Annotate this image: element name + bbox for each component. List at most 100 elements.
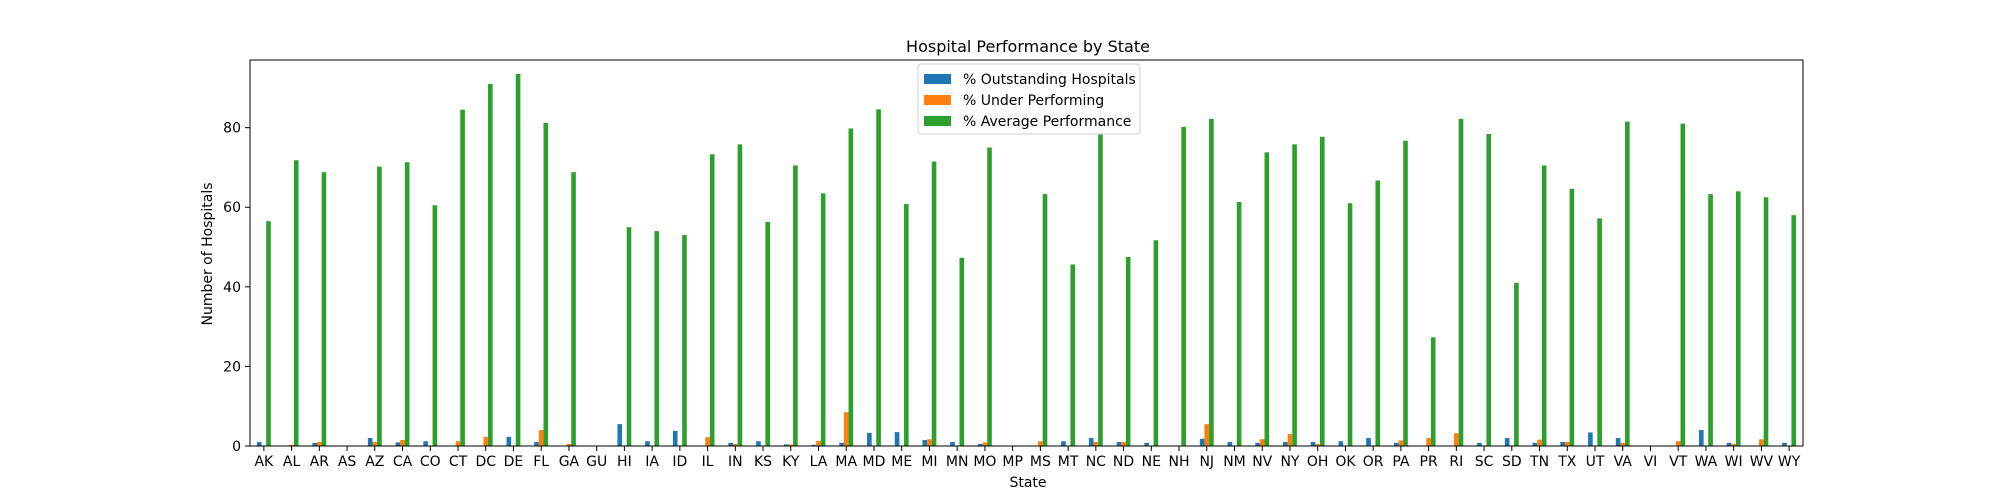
bar-nv-series-2 (1259, 439, 1265, 446)
bar-or-series-3 (1375, 180, 1381, 446)
x-tick-label: NY (1280, 454, 1299, 470)
bar-ms-series-2 (1038, 441, 1043, 446)
y-axis-label: Number of Hospitals (200, 182, 216, 325)
legend-label-1: % Outstanding Hospitals (963, 72, 1136, 88)
x-tick-label: SD (1502, 454, 1522, 470)
bar-al-series-2 (289, 444, 294, 446)
x-tick-label: MI (921, 454, 937, 470)
x-tick-label: OR (1363, 454, 1384, 470)
bar-mn-series-1 (950, 442, 955, 446)
bar-nm-series-3 (1236, 202, 1242, 446)
bar-wi-series-1 (1726, 442, 1732, 446)
bar-wy-series-3 (1791, 215, 1797, 446)
bar-nd-series-2 (1121, 442, 1126, 446)
bar-ut-series-1 (1588, 432, 1593, 446)
bar-pa-series-3 (1403, 140, 1408, 446)
bar-wv-series-2 (1759, 439, 1764, 446)
bar-mt-series-1 (1061, 441, 1066, 446)
bar-ma-series-2 (843, 412, 849, 446)
bar-ak-series-1 (256, 442, 262, 446)
x-tick-label: MT (1058, 454, 1079, 470)
bar-pr-series-3 (1430, 337, 1436, 446)
x-tick-label: IN (728, 454, 743, 470)
bar-wi-series-2 (1731, 444, 1736, 446)
bar-nd-series-3 (1125, 256, 1131, 446)
bar-vt-series-3 (1680, 123, 1686, 447)
bar-ms-series-3 (1042, 194, 1048, 446)
bar-id-series-3 (682, 235, 687, 446)
x-tick-label: MS (1030, 454, 1051, 470)
y-tick-label: 0 (232, 439, 241, 455)
bar-id-series-1 (672, 430, 678, 446)
bar-pa-series-2 (1398, 440, 1404, 446)
bar-ky-series-3 (793, 165, 798, 446)
bar-ks-series-1 (756, 441, 761, 446)
bar-mn-series-3 (959, 257, 965, 446)
bar-ga-series-2 (566, 444, 572, 446)
bar-mo-series-1 (977, 444, 983, 446)
x-tick-label: NH (1169, 454, 1190, 470)
y-tick-label: 20 (223, 359, 241, 375)
x-tick-label: VI (1644, 454, 1658, 470)
bar-ia-series-1 (645, 441, 650, 446)
x-tick-label: VA (1614, 454, 1633, 470)
x-tick-label: AZ (365, 454, 384, 470)
x-tick-label: NE (1142, 454, 1161, 470)
x-tick-label: WY (1778, 454, 1801, 470)
bar-nc-series-2 (1093, 442, 1099, 446)
bar-in-series-3 (737, 144, 743, 447)
bar-fl-series-3 (543, 122, 549, 447)
x-tick-label: IA (645, 454, 659, 470)
bar-ny-series-2 (1287, 434, 1293, 446)
bar-mo-series-3 (987, 147, 992, 447)
bar-az-series-2 (372, 442, 378, 446)
bar-nh-series-3 (1181, 126, 1186, 446)
bar-nj-series-2 (1204, 424, 1210, 446)
bar-nd-series-1 (1116, 442, 1122, 446)
bar-nv-series-1 (1255, 442, 1260, 446)
bar-wv-series-3 (1763, 197, 1769, 446)
legend: % Outstanding Hospitals % Under Performin… (917, 63, 1141, 135)
bar-dc-series-3 (488, 83, 493, 446)
x-tick-label: CT (449, 454, 468, 470)
x-tick-label: NM (1223, 454, 1246, 470)
bar-va-series-3 (1625, 121, 1630, 447)
bar-sd-series-3 (1514, 282, 1519, 446)
bar-ar-series-3 (321, 172, 327, 446)
bar-md-series-1 (867, 432, 872, 446)
x-tick-label: AL (283, 454, 301, 470)
axes-group: 0 20 40 60 80 AK AL AR AS AZ CA CO CT DC DE FL GA GU HI IA I… (223, 59, 1804, 470)
bar-tn-series-3 (1541, 165, 1547, 446)
bar-wa-series-3 (1708, 194, 1713, 446)
x-tick-label: WA (1695, 454, 1718, 470)
bar-ne-series-3 (1153, 240, 1159, 446)
x-tick-label: FL (533, 454, 549, 470)
x-tick-label: NV (1252, 454, 1272, 470)
bar-tx-series-3 (1569, 188, 1575, 446)
plot-frame (249, 59, 1804, 447)
bar-ny-series-3 (1292, 144, 1297, 447)
bar-ia-series-3 (654, 231, 660, 446)
x-tick-label: AS (338, 454, 357, 470)
bar-mo-series-2 (982, 442, 988, 446)
x-tick-label: GU (586, 454, 607, 470)
bar-la-series-3 (820, 193, 826, 446)
x-tick-label: OH (1307, 454, 1329, 470)
chart-title: Hospital Performance by State (906, 37, 1150, 56)
bar-tn-series-1 (1532, 442, 1538, 446)
bar-tx-series-2 (1564, 442, 1570, 446)
bar-sc-series-1 (1477, 442, 1482, 446)
x-tick-label: DC (475, 454, 496, 470)
bar-oh-series-1 (1310, 442, 1316, 446)
bar-ks-series-3 (765, 221, 770, 446)
bar-ma-series-3 (848, 128, 854, 446)
bar-ok-series-3 (1347, 203, 1353, 446)
bar-md-series-3 (876, 109, 881, 446)
y-tick-label: 80 (223, 121, 241, 137)
bar-ne-series-1 (1144, 442, 1149, 446)
y-tick-label: 40 (223, 280, 241, 296)
bar-il-series-2 (705, 437, 710, 446)
bar-va-series-1 (1615, 438, 1621, 446)
bar-dc-series-2 (483, 436, 489, 446)
bar-la-series-2 (816, 440, 821, 446)
